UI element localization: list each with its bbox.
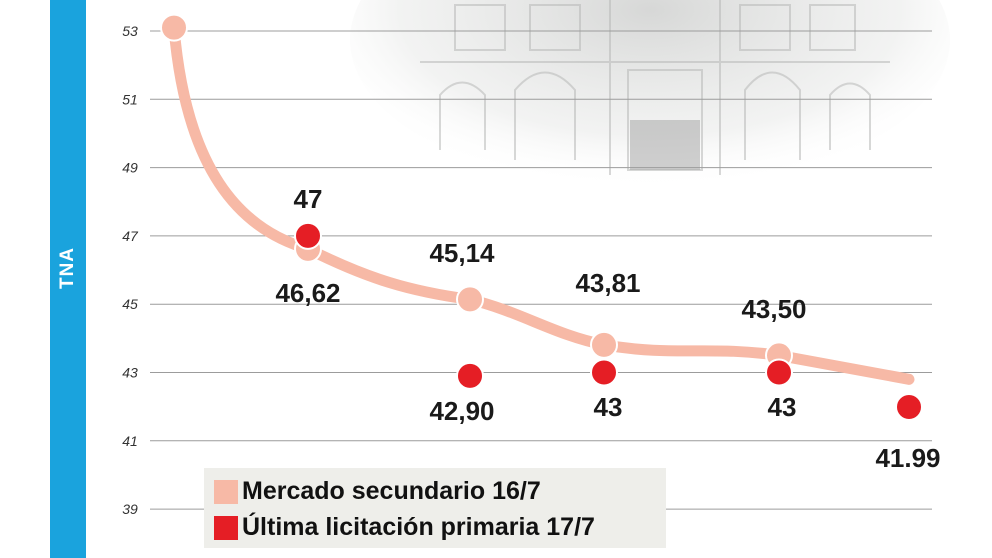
y-tick-label: 47 — [122, 228, 139, 244]
point-secundario — [456, 285, 484, 314]
building-photo — [350, 0, 950, 190]
series-line-secundario — [168, 22, 915, 385]
y-tick-label: 39 — [122, 501, 138, 517]
data-label: 42,90 — [429, 396, 494, 426]
point-primaria — [895, 392, 923, 421]
data-labels: 46,62 45,14 43,81 43,50 47 42,90 43 43 41.99 — [275, 184, 940, 473]
legend-item-secondary: Mercado secundario 16/7 — [214, 477, 541, 506]
y-tick-label: 43 — [122, 365, 138, 381]
data-label: 43,50 — [741, 294, 806, 324]
legend-label-primary: Última licitación primaria 17/7 — [242, 513, 595, 541]
y-axis-ticks: 39 41 43 45 47 49 51 53 — [122, 23, 139, 517]
y-tick-label: 45 — [122, 296, 138, 312]
point-secundario — [590, 330, 618, 359]
y-tick-label: 51 — [122, 91, 138, 107]
legend-label-secondary: Mercado secundario 16/7 — [242, 477, 541, 505]
data-label: 46,62 — [275, 278, 340, 308]
data-label: 43,81 — [575, 268, 640, 298]
data-label: 43 — [768, 392, 797, 422]
data-label: 45,14 — [429, 238, 495, 268]
y-tick-label: 49 — [122, 160, 138, 176]
legend-swatch-secondary — [214, 479, 238, 504]
y-tick-label: 53 — [122, 23, 138, 39]
y-tick-label: 41 — [122, 433, 138, 449]
point-primaria — [590, 358, 618, 387]
legend-item-primary: Última licitación primaria 17/7 — [214, 513, 595, 542]
point-secundario — [160, 13, 188, 42]
series-layer — [160, 13, 923, 421]
data-label: 47 — [294, 184, 323, 214]
tna-axis-band — [50, 0, 86, 558]
legend-swatch-primary — [214, 515, 238, 540]
data-label: 41.99 — [875, 443, 940, 473]
point-primaria — [294, 221, 322, 250]
legend: Mercado secundario 16/7 Última licitació… — [204, 468, 666, 548]
point-primaria — [456, 361, 484, 390]
point-primaria — [765, 358, 793, 387]
data-label: 43 — [594, 392, 623, 422]
